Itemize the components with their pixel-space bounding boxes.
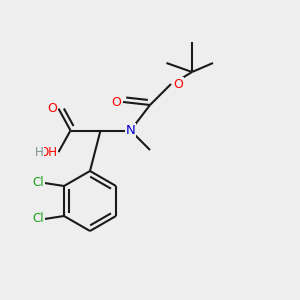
Text: Cl: Cl — [33, 212, 44, 226]
Text: Cl: Cl — [33, 176, 44, 190]
Text: O: O — [112, 95, 121, 109]
Text: H: H — [34, 146, 43, 159]
Text: O: O — [47, 102, 57, 115]
Text: OH: OH — [39, 146, 57, 159]
Text: O: O — [173, 77, 183, 91]
Text: N: N — [126, 124, 135, 137]
